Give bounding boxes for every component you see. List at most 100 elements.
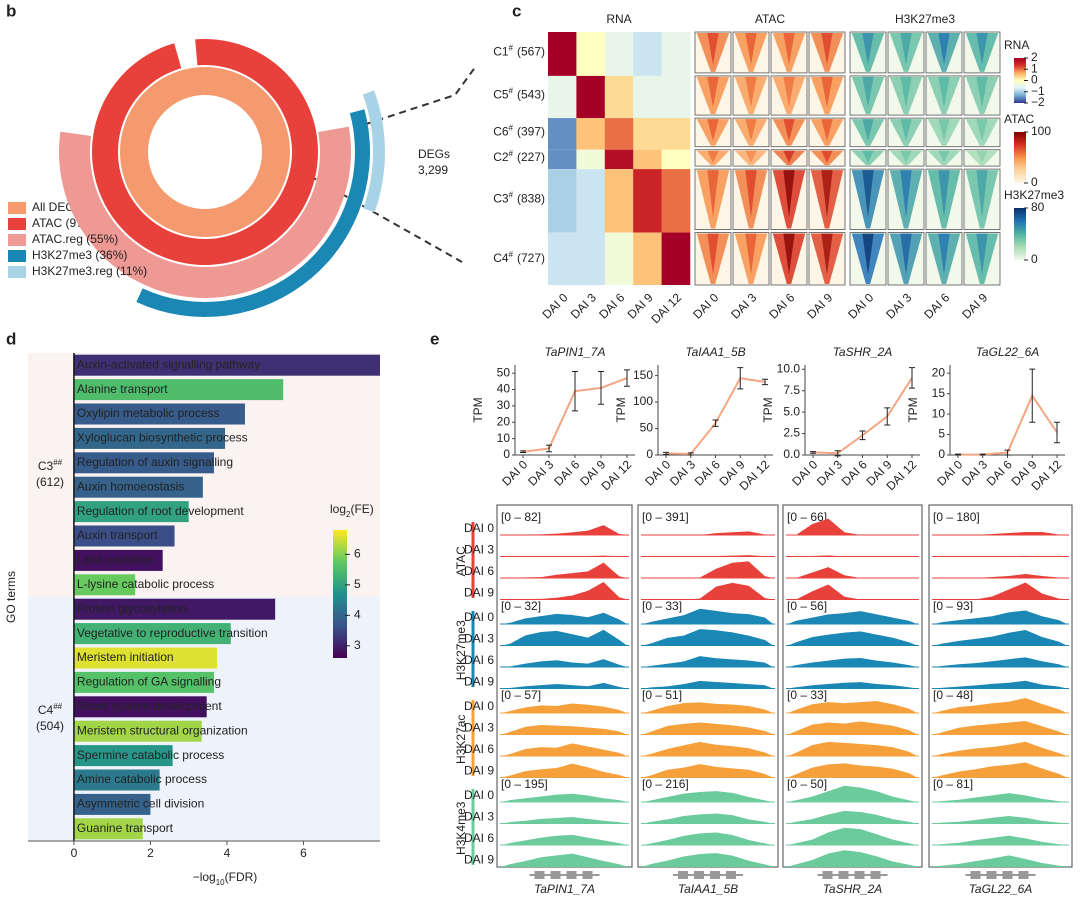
legend-label: H3K27me3.reg (11%) (32, 264, 147, 278)
track-signal (643, 608, 773, 624)
panel-label: d (6, 329, 16, 348)
x-tick-label: 2 (147, 846, 154, 860)
range-label: [0 – 195] (501, 777, 548, 791)
error-bar (1004, 449, 1011, 456)
y-tick-label: 2.5 (783, 426, 800, 440)
track-signal (502, 629, 627, 646)
heatmap-cell (576, 232, 606, 285)
track-signal (788, 785, 917, 802)
track-signal (502, 793, 627, 802)
heatmap-cell (604, 32, 634, 76)
profile-tile (808, 75, 846, 116)
heatmap-header: RNA (606, 12, 631, 26)
profile-core (707, 233, 719, 275)
bar (73, 354, 381, 376)
x-tick-label: DAI 0 (499, 457, 530, 488)
profile-tile (732, 168, 770, 230)
gene-exon (582, 871, 593, 879)
heatmap-cell (576, 169, 606, 233)
y-axis-label: TPM (906, 397, 920, 422)
profile-core (783, 233, 795, 275)
profile-tile (925, 117, 963, 148)
heatmap-cell (604, 118, 634, 150)
timepoint-label: DAI 9 (464, 764, 494, 778)
ring-arc (362, 90, 385, 213)
text-part: C2 (493, 150, 509, 164)
x-tick-label: DAI 3 (959, 457, 990, 488)
gene-name: TaSHR_2A (823, 882, 883, 896)
gene-exon (1018, 871, 1029, 879)
track-signal (934, 815, 1067, 824)
range-label: [0 – 93] (933, 599, 973, 613)
colorbar-title: RNA (1004, 38, 1029, 52)
profile-core (900, 150, 912, 163)
line (958, 393, 1058, 456)
x-tick-label: DAI 6 (984, 457, 1015, 488)
error-bar (1029, 368, 1036, 423)
profile-core (783, 76, 795, 108)
x-tick-label: DAI 6 (839, 457, 870, 488)
heatmap-cell (661, 32, 691, 76)
range-label: [0 – 51] (642, 688, 682, 702)
y-tick-label: 10 (932, 406, 946, 420)
profile-tile (849, 75, 887, 116)
cluster-label: C2# (227) (493, 149, 545, 165)
profile-tile (925, 149, 963, 167)
track-signal (934, 855, 1067, 867)
column-label: DAI 3 (728, 290, 759, 321)
track-signal (502, 853, 627, 867)
timepoint-label: DAI 0 (464, 788, 494, 802)
bar-label: Auxin transport (77, 528, 158, 542)
text-part: (543) (517, 88, 545, 102)
bar (73, 476, 203, 498)
bar (73, 769, 160, 791)
profile-tile (732, 117, 770, 148)
profile-core (938, 150, 950, 163)
x-axis-label: −log10(FDR) (193, 870, 258, 886)
timepoint-label: DAI 0 (464, 610, 494, 624)
profile-core (862, 33, 874, 65)
text-part: (727) (517, 251, 545, 265)
track-signal (502, 581, 627, 600)
track-signal (643, 680, 773, 689)
heatmap-cell (633, 118, 662, 150)
track-signal (502, 743, 627, 756)
text-part: −log (193, 870, 216, 884)
track-signal (934, 582, 1067, 600)
track-signal (502, 682, 627, 689)
range-label: [0 – 81] (933, 777, 973, 791)
profile-core (900, 119, 912, 141)
track-signal (502, 763, 627, 778)
track-signal (643, 582, 773, 600)
range-label: [0 – 82] (501, 510, 541, 524)
y-tick-label: 0.0 (783, 447, 800, 461)
y-tick-label: 7.5 (783, 383, 800, 397)
column-label: DAI 0 (845, 290, 876, 321)
profile-core (707, 150, 719, 163)
colorbar-tick-label: 0 (1031, 73, 1038, 87)
heatmap-cell (604, 149, 634, 170)
profile-tile (963, 232, 1001, 286)
error-bar (520, 450, 526, 454)
legend-swatch (8, 266, 26, 278)
track-signal (643, 791, 773, 802)
bar (73, 501, 189, 523)
profile-core (862, 150, 874, 163)
track-signal (934, 698, 1067, 713)
cluster-label: C3# (838) (493, 190, 545, 206)
column-label: DAI 6 (766, 290, 797, 321)
gene-exon (566, 871, 577, 879)
y-tick-label: 50 (640, 421, 654, 435)
profile-core (783, 170, 795, 218)
text-part: (FDR) (225, 870, 258, 884)
heatmap-cell (633, 75, 662, 119)
text-part: log (330, 502, 346, 516)
track-signal (934, 721, 1067, 735)
track-signal (643, 629, 773, 646)
colorbar-tick-label: −1 (1031, 84, 1045, 98)
track-signal (934, 762, 1067, 778)
range-label: [0 – 391] (642, 510, 689, 524)
text-part: # (509, 149, 514, 158)
profile-tile (732, 75, 770, 116)
